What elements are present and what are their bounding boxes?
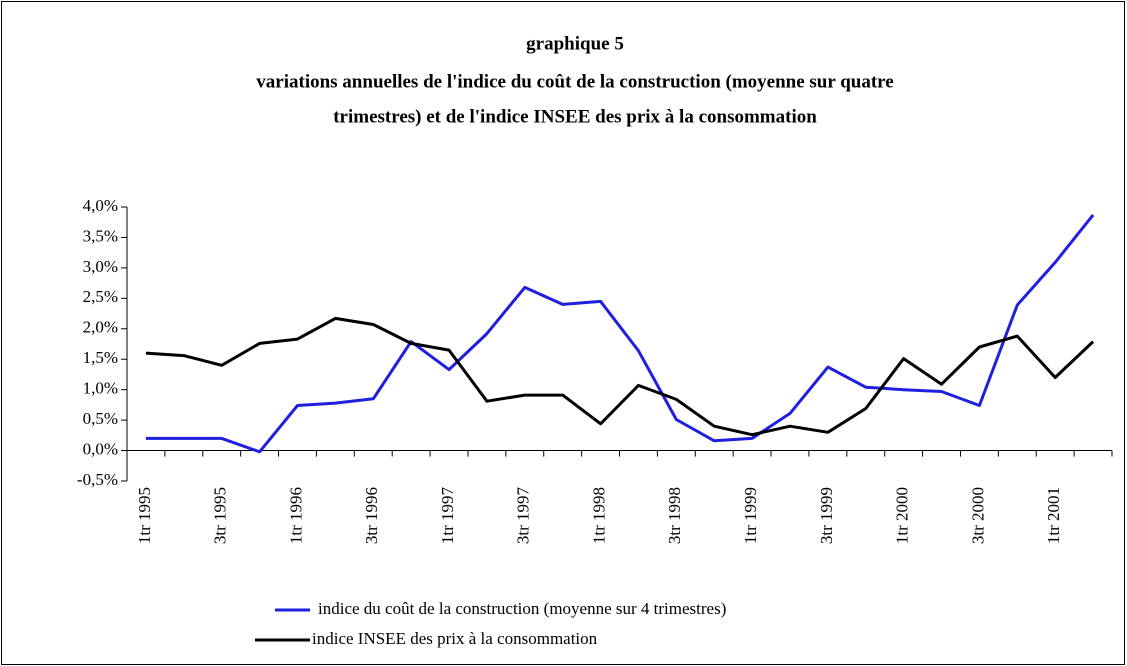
y-tick-label: -0,5% bbox=[77, 470, 118, 489]
x-tick-label: 3tr 1996 bbox=[362, 487, 381, 544]
y-tick-label: 0,5% bbox=[83, 409, 118, 428]
y-tick-label: 4,0% bbox=[83, 196, 118, 215]
series-line bbox=[145, 213, 1095, 454]
y-tick-label: 0,0% bbox=[83, 439, 118, 458]
chart-title: trimestres) et de l'indice INSEE des pri… bbox=[333, 106, 817, 127]
legend-label: indice INSEE des prix à la consommation bbox=[312, 629, 598, 648]
y-tick-label: 3,0% bbox=[83, 257, 118, 276]
y-tick-label: 3,5% bbox=[83, 226, 118, 245]
chart-title: variations annuelles de l'indice du coût… bbox=[256, 71, 893, 92]
chart-title: graphique 5 bbox=[526, 33, 624, 54]
y-tick-label: 1,5% bbox=[83, 348, 118, 367]
x-tick-label: 1tr 1998 bbox=[589, 487, 608, 544]
x-tick-label: 3tr 1999 bbox=[817, 487, 836, 544]
series-line bbox=[145, 316, 1095, 437]
x-tick-label: 3tr 1995 bbox=[211, 487, 230, 544]
x-tick-label: 1tr 1999 bbox=[741, 487, 760, 544]
legend-label: indice du coût de la construction (moyen… bbox=[318, 599, 726, 618]
x-tick-label: 1tr 2001 bbox=[1044, 487, 1063, 544]
x-tick-label: 3tr 2000 bbox=[968, 487, 987, 544]
x-tick-label: 1tr 1995 bbox=[135, 487, 154, 544]
x-tick-label: 3tr 1998 bbox=[665, 487, 684, 544]
y-tick-label: 1,0% bbox=[83, 379, 118, 398]
y-tick-label: 2,0% bbox=[83, 318, 118, 337]
x-tick-label: 1tr 1997 bbox=[438, 487, 457, 545]
x-tick-label: 3tr 1997 bbox=[514, 487, 533, 545]
y-tick-label: 2,5% bbox=[83, 287, 118, 306]
x-tick-label: 1tr 2000 bbox=[893, 487, 912, 544]
x-tick-label: 1tr 1996 bbox=[286, 487, 305, 544]
